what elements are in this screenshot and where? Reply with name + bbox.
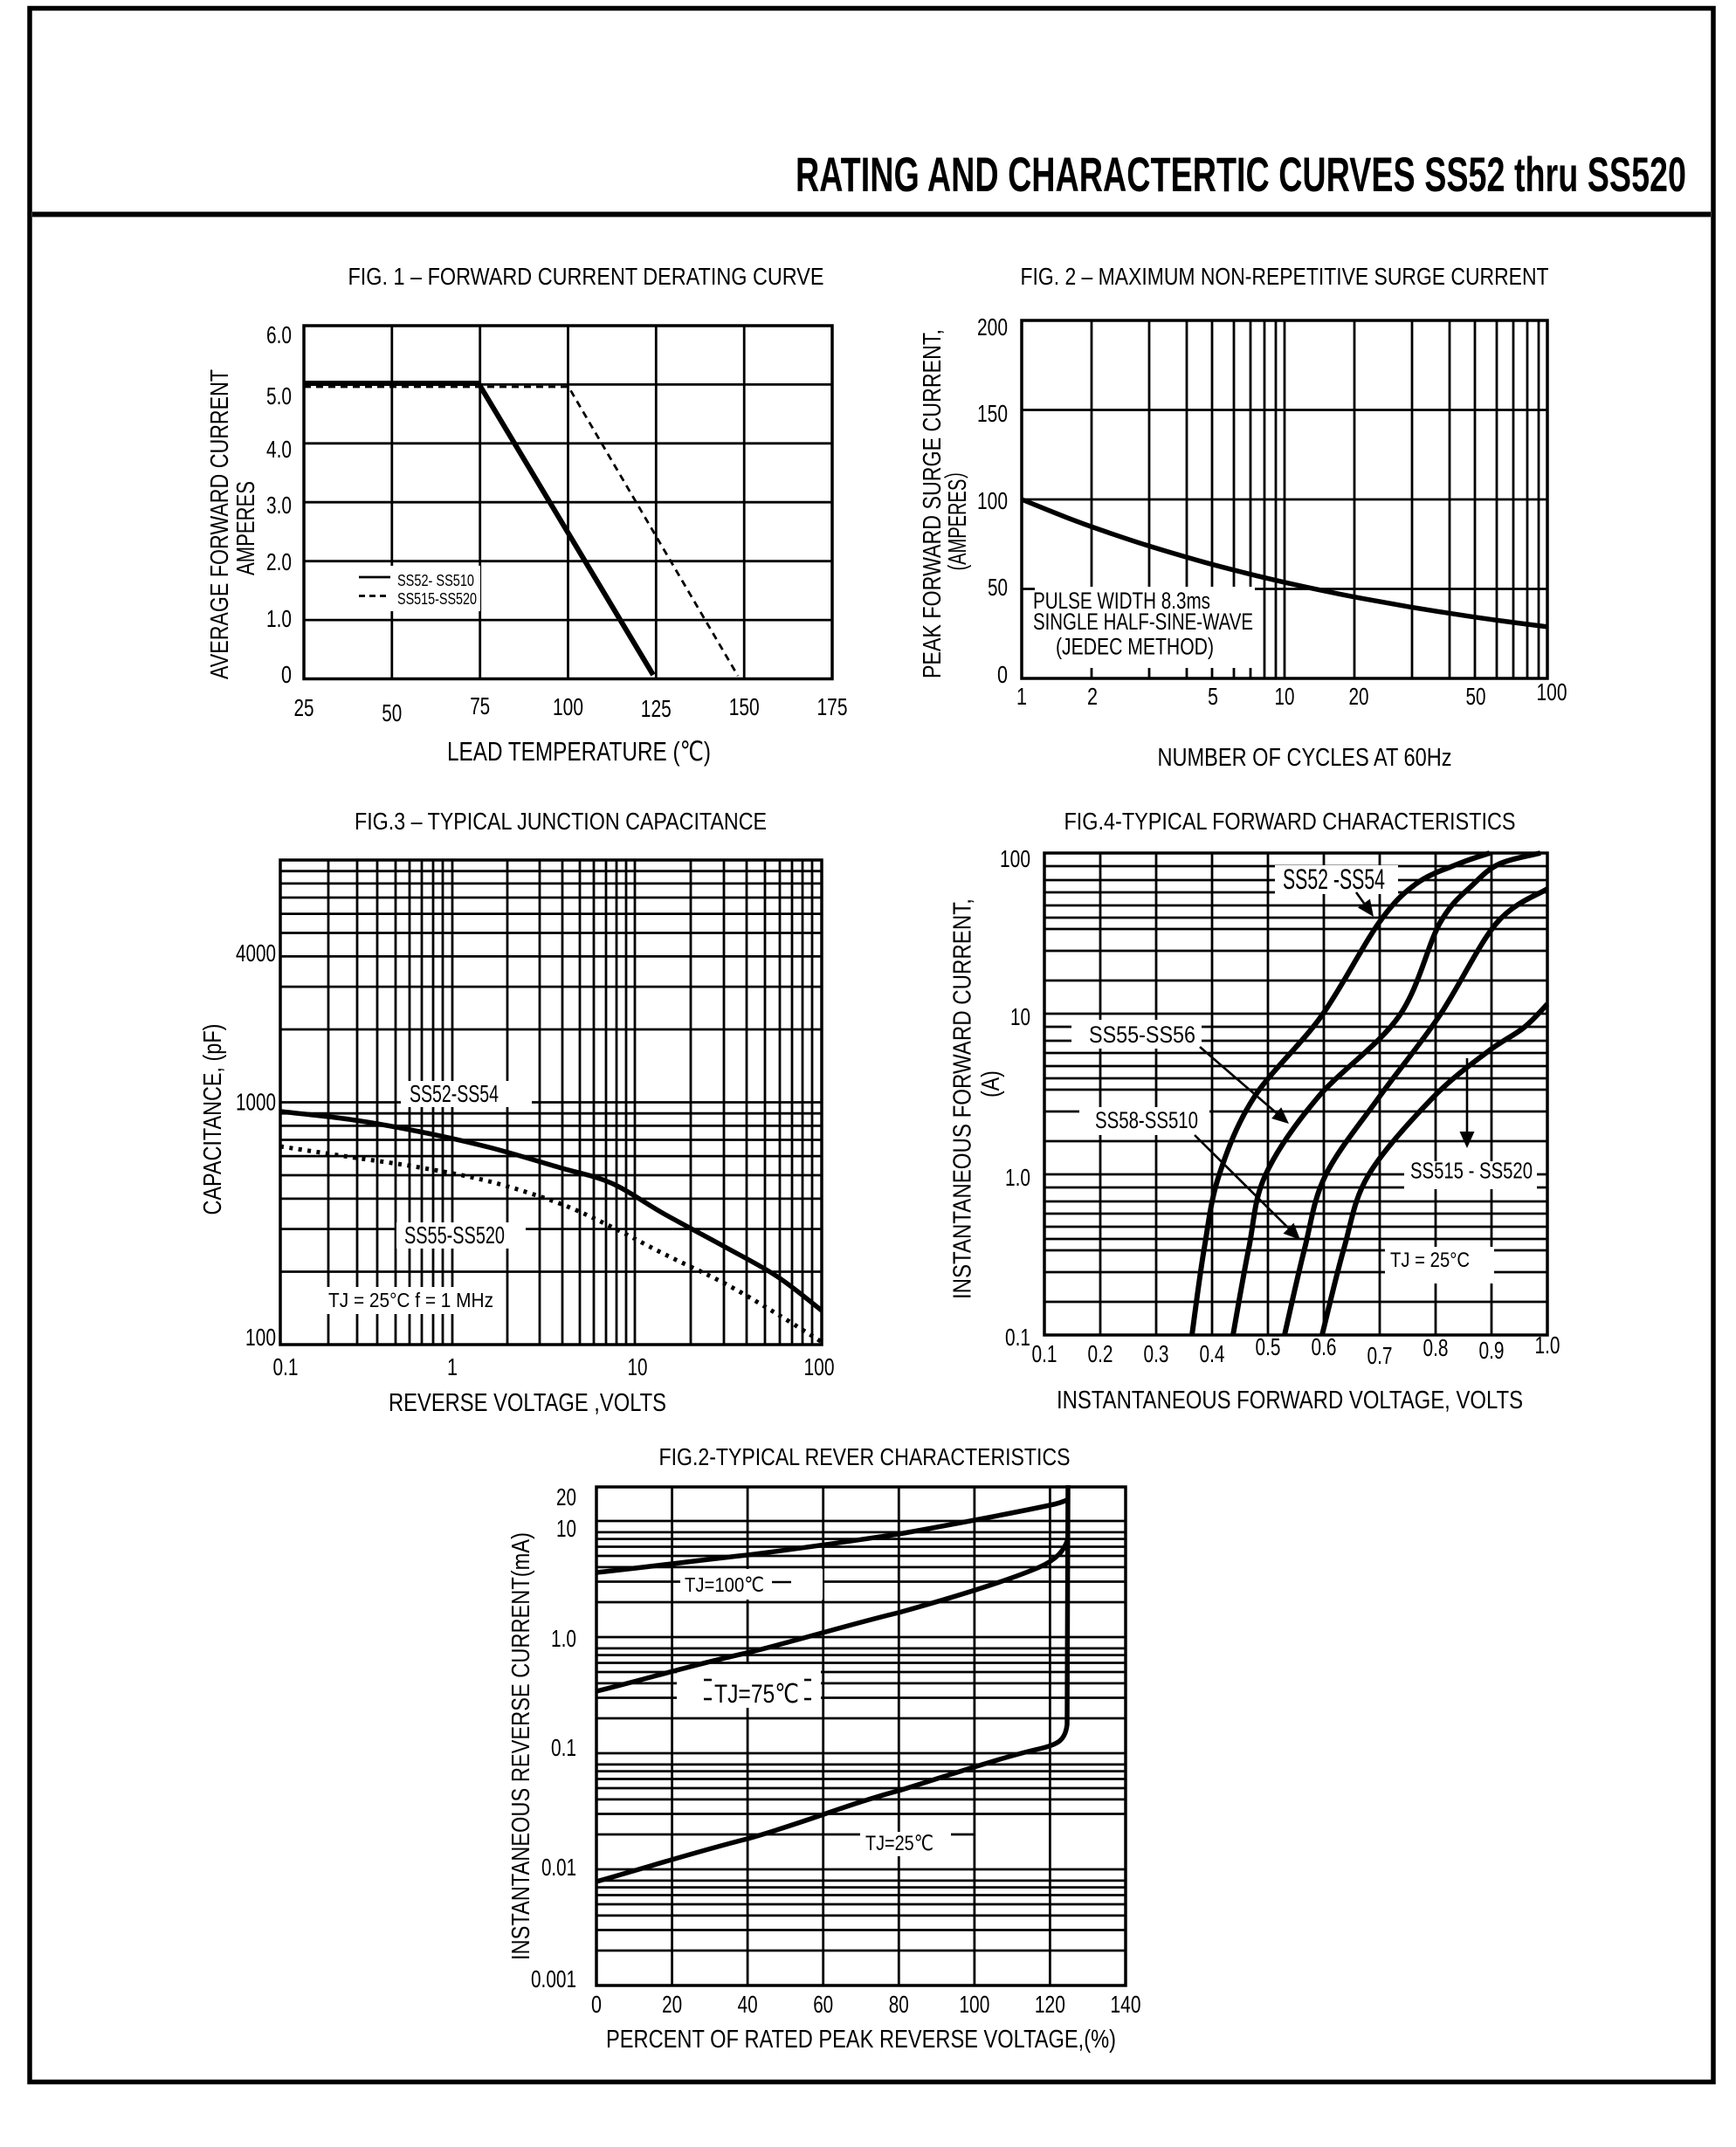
svg-text:PEAK FORWARD SURGE CURRENT,: PEAK FORWARD SURGE CURRENT, (919, 329, 947, 678)
svg-text:0.6: 0.6 (1312, 1333, 1337, 1360)
svg-text:FIG. 1 – FORWARD CURRENT DERAT: FIG. 1 – FORWARD CURRENT DERATING CURVE (348, 263, 824, 290)
svg-text:PULSE WIDTH 8.3ms: PULSE WIDTH 8.3ms (1033, 588, 1210, 614)
svg-text:10: 10 (556, 1515, 576, 1542)
svg-text:SS58-SS510: SS58-SS510 (1095, 1107, 1198, 1133)
svg-text:0.7: 0.7 (1367, 1342, 1393, 1369)
svg-text:0.3: 0.3 (1144, 1340, 1169, 1367)
svg-text:5.0: 5.0 (266, 382, 292, 409)
svg-text:6.0: 6.0 (266, 321, 292, 348)
svg-text:80: 80 (889, 1991, 909, 2018)
svg-text:TJ = 25°C f = 1 MHz: TJ = 25°C f = 1 MHz (328, 1289, 493, 1311)
svg-text:1000: 1000 (236, 1088, 276, 1115)
svg-text:SS55-SS56: SS55-SS56 (1089, 1022, 1195, 1048)
svg-text:100: 100 (959, 1991, 989, 2018)
svg-text:3.0: 3.0 (266, 492, 292, 519)
svg-text:INSTANTANEOUS FORWARD CURRENT,: INSTANTANEOUS FORWARD CURRENT, (949, 898, 977, 1299)
svg-text:100: 100 (977, 487, 1008, 514)
svg-text:0.5: 0.5 (1256, 1333, 1281, 1360)
svg-text:TJ=75℃: TJ=75℃ (714, 1680, 799, 1709)
svg-text:0.9: 0.9 (1479, 1337, 1505, 1364)
svg-text:INSTANTANEOUS FORWARD VOLTAGE,: INSTANTANEOUS FORWARD VOLTAGE, VOLTS (1057, 1387, 1523, 1414)
svg-text:60: 60 (813, 1991, 833, 2018)
svg-text:5: 5 (1208, 683, 1218, 710)
svg-text:AVERAGE FORWARD CURRENT: AVERAGE FORWARD CURRENT (206, 369, 234, 679)
svg-text:10: 10 (1010, 1003, 1030, 1030)
svg-text:20: 20 (556, 1483, 576, 1510)
svg-text:REVERSE VOLTAGE ,VOLTS: REVERSE VOLTAGE ,VOLTS (389, 1389, 666, 1417)
svg-text:TJ=100℃: TJ=100℃ (685, 1573, 764, 1596)
svg-text:20: 20 (1349, 683, 1369, 710)
svg-text:LEAD TEMPERATURE (℃): LEAD TEMPERATURE (℃) (447, 736, 711, 767)
svg-text:SS515-SS520: SS515-SS520 (397, 590, 477, 608)
svg-text:75: 75 (470, 692, 490, 719)
svg-text:100: 100 (1537, 678, 1567, 705)
svg-text:175: 175 (817, 693, 848, 720)
svg-text:SS515 - SS520: SS515 - SS520 (1410, 1158, 1533, 1184)
svg-text:20: 20 (662, 1991, 682, 2018)
svg-text:0.1: 0.1 (1005, 1324, 1030, 1351)
svg-text:1: 1 (1016, 683, 1027, 710)
svg-text:(JEDEC METHOD): (JEDEC METHOD) (1056, 634, 1214, 660)
svg-text:0.1: 0.1 (273, 1353, 299, 1380)
svg-text:RATING AND CHARACTERTIC CURVES: RATING AND CHARACTERTIC CURVES SS52 thru… (796, 147, 1686, 202)
svg-text:FIG.3 – TYPICAL JUNCTION CAPAC: FIG.3 – TYPICAL JUNCTION CAPACITANCE (355, 808, 767, 835)
svg-text:25: 25 (294, 694, 314, 721)
svg-text:40: 40 (738, 1991, 758, 2018)
svg-text:0: 0 (997, 661, 1008, 688)
svg-text:0.1: 0.1 (551, 1734, 576, 1761)
svg-text:10: 10 (628, 1353, 648, 1380)
svg-text:AMPERES: AMPERES (232, 481, 260, 575)
svg-text:50: 50 (382, 699, 402, 726)
svg-text:150: 150 (977, 400, 1008, 427)
svg-text:100: 100 (245, 1324, 276, 1351)
svg-text:SS52- SS510: SS52- SS510 (397, 572, 474, 589)
svg-text:50: 50 (988, 574, 1008, 601)
svg-text:0.8: 0.8 (1423, 1334, 1449, 1361)
svg-text:TJ = 25°C: TJ = 25°C (1390, 1249, 1470, 1272)
svg-text:FIG. 2 – MAXIMUM NON-REPETITIV: FIG. 2 – MAXIMUM NON-REPETITIVE SURGE CU… (1021, 263, 1549, 290)
svg-text:NUMBER OF CYCLES AT 60Hz: NUMBER OF CYCLES AT 60Hz (1158, 744, 1452, 772)
svg-text:1.0: 1.0 (1005, 1164, 1030, 1191)
svg-text:120: 120 (1035, 1991, 1065, 2018)
svg-text:1.0: 1.0 (266, 605, 292, 632)
svg-text:150: 150 (729, 693, 760, 720)
svg-text:0.4: 0.4 (1200, 1340, 1225, 1367)
svg-text:FIG.4-TYPICAL FORWARD CHARACTE: FIG.4-TYPICAL FORWARD CHARACTERISTICS (1064, 808, 1516, 835)
svg-text:10: 10 (1275, 683, 1295, 710)
svg-text:4000: 4000 (236, 939, 276, 967)
svg-text:50: 50 (1466, 683, 1486, 710)
svg-text:0.01: 0.01 (541, 1854, 576, 1881)
svg-text:1: 1 (447, 1353, 458, 1380)
svg-text:100: 100 (553, 693, 583, 720)
svg-text:140: 140 (1111, 1991, 1141, 2018)
svg-text:1.0: 1.0 (551, 1625, 576, 1652)
svg-text:0.2: 0.2 (1088, 1340, 1113, 1367)
svg-text:100: 100 (1000, 845, 1030, 872)
svg-text:0: 0 (281, 661, 292, 688)
svg-text:1.0: 1.0 (1535, 1332, 1560, 1359)
svg-text:SS52 -SS54: SS52 -SS54 (1283, 864, 1385, 895)
svg-text:PERCENT OF RATED PEAK REVERSE: PERCENT OF RATED PEAK REVERSE VOLTAGE,(%… (606, 2026, 1116, 2054)
svg-text:0.001: 0.001 (531, 1965, 576, 1992)
svg-text:100: 100 (804, 1353, 835, 1380)
svg-text:CAPACITANCE, (pF): CAPACITANCE, (pF) (199, 1024, 227, 1215)
svg-text:FIG.2-TYPICAL REVER CHARACTERI: FIG.2-TYPICAL REVER CHARACTERISTICS (659, 1443, 1071, 1470)
svg-text:SS52-SS54: SS52-SS54 (410, 1080, 499, 1107)
svg-text:2: 2 (1087, 683, 1098, 710)
svg-text:2.0: 2.0 (266, 548, 292, 575)
svg-text:(A): (A) (977, 1070, 1005, 1098)
svg-text:TJ=25℃: TJ=25℃ (865, 1832, 933, 1855)
svg-text:INSTANTANEOUS REVERSE CURRENT(: INSTANTANEOUS REVERSE CURRENT(mA) (507, 1532, 535, 1960)
svg-text:200: 200 (977, 313, 1008, 341)
svg-text:SS55-SS520: SS55-SS520 (404, 1221, 505, 1249)
svg-text:4.0: 4.0 (266, 436, 292, 463)
svg-text:(AMPERES）: (AMPERES） (944, 462, 972, 571)
svg-text:0: 0 (591, 1991, 602, 2018)
svg-text:SINGLE HALF-SINE-WAVE: SINGLE HALF-SINE-WAVE (1033, 609, 1253, 635)
svg-text:0.1: 0.1 (1032, 1340, 1057, 1367)
svg-text:125: 125 (641, 695, 672, 722)
